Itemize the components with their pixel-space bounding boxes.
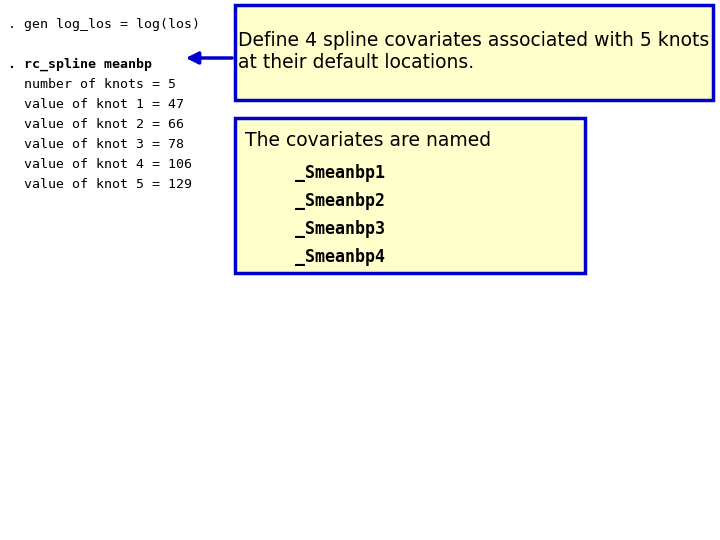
Bar: [235, 118, 585, 273]
Text: _Smeanbp1: _Smeanbp1: [295, 164, 385, 182]
Text: number of knots = 5: number of knots = 5: [8, 78, 176, 91]
Text: value of knot 3 = 78: value of knot 3 = 78: [8, 138, 184, 151]
Text: value of knot 4 = 106: value of knot 4 = 106: [8, 158, 192, 171]
Text: . rc_spline meanbp: . rc_spline meanbp: [8, 58, 152, 71]
Text: _Smeanbp3: _Smeanbp3: [295, 220, 385, 238]
Text: _Smeanbp4: _Smeanbp4: [295, 248, 385, 266]
Text: value of knot 2 = 66: value of knot 2 = 66: [8, 118, 184, 131]
Text: value of knot 5 = 129: value of knot 5 = 129: [8, 178, 192, 191]
Text: _Smeanbp2: _Smeanbp2: [295, 192, 385, 210]
Text: Define 4 spline covariates associated with 5 knots
at their default locations.: Define 4 spline covariates associated wi…: [238, 31, 710, 72]
Text: value of knot 1 = 47: value of knot 1 = 47: [8, 98, 184, 111]
Text: . gen log_los = log(los): . gen log_los = log(los): [8, 18, 200, 31]
Text: The covariates are named: The covariates are named: [245, 131, 491, 150]
Bar: [235, 5, 713, 100]
